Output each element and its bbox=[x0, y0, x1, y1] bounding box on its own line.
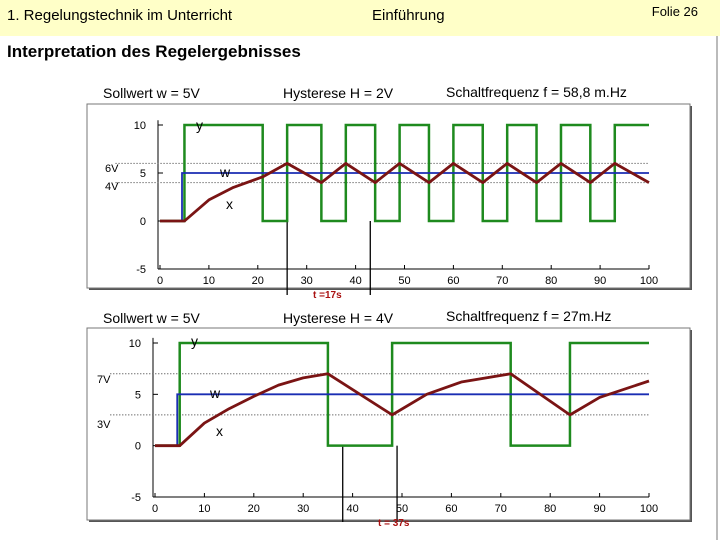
series-y-label: y bbox=[196, 117, 203, 133]
frequency-label-2: Schaltfrequenz f = 27m.Hz bbox=[446, 308, 612, 324]
x-tick-label: 50 bbox=[398, 275, 410, 287]
y-tick-label: -5 bbox=[131, 492, 141, 504]
slide-number: Folie 26 bbox=[651, 4, 698, 19]
x-tick-label: 60 bbox=[445, 503, 457, 515]
x-tick-label: 20 bbox=[248, 503, 260, 515]
period-label: t =17s bbox=[313, 290, 342, 301]
frequency-label-1: Schaltfrequenz f = 58,8 m.Hz bbox=[446, 84, 627, 100]
series-x-label: x bbox=[216, 423, 223, 439]
x-tick-label: 0 bbox=[152, 503, 158, 515]
chart-frame bbox=[86, 327, 691, 521]
x-tick-label: 40 bbox=[349, 275, 361, 287]
band-upper-label: 7V bbox=[97, 374, 111, 386]
x-tick-label: 70 bbox=[495, 503, 507, 515]
y-tick-label: 0 bbox=[140, 216, 146, 228]
x-tick-label: 90 bbox=[594, 275, 606, 287]
slide-header: 1. Regelungstechnik im Unterricht Einfüh… bbox=[0, 0, 720, 36]
x-tick-label: 100 bbox=[640, 275, 658, 287]
period-label: t = 37s bbox=[378, 518, 410, 529]
course-title: 1. Regelungstechnik im Unterricht bbox=[7, 7, 233, 24]
x-tick-label: 20 bbox=[252, 275, 264, 287]
section-title: Einführung bbox=[372, 7, 445, 24]
y-tick-label: 0 bbox=[135, 441, 141, 453]
setpoint-label-1: Sollwert w = 5V bbox=[103, 85, 200, 101]
x-tick-label: 30 bbox=[297, 503, 309, 515]
hysteresis-label-2: Hysterese H = 4V bbox=[283, 310, 394, 326]
x-tick-label: 40 bbox=[346, 503, 358, 515]
y-tick-label: 5 bbox=[140, 168, 146, 180]
band-lower-label: 3V bbox=[97, 419, 111, 431]
y-tick-label: -5 bbox=[136, 264, 146, 276]
series-x-line bbox=[155, 372, 650, 448]
x-tick-label: 80 bbox=[544, 503, 556, 515]
x-tick-label: 30 bbox=[301, 275, 313, 287]
x-tick-label: 90 bbox=[593, 503, 605, 515]
y-tick-label: 5 bbox=[135, 389, 141, 401]
series-x-line bbox=[160, 162, 650, 223]
y-tick-label: 10 bbox=[129, 338, 141, 350]
series-w-label: w bbox=[219, 164, 231, 180]
series-y-label: y bbox=[191, 333, 198, 349]
series-x-label: x bbox=[226, 196, 233, 212]
band-lower-label: 4V bbox=[105, 181, 119, 193]
divider bbox=[716, 36, 718, 540]
x-tick-label: 60 bbox=[447, 275, 459, 287]
x-tick-label: 10 bbox=[203, 275, 215, 287]
y-tick-label: 10 bbox=[134, 120, 146, 132]
hysteresis-label-1: Hysterese H = 2V bbox=[283, 85, 394, 101]
x-tick-label: 0 bbox=[157, 275, 163, 287]
setpoint-label-2: Sollwert w = 5V bbox=[103, 310, 200, 326]
x-tick-label: 80 bbox=[545, 275, 557, 287]
series-w-label: w bbox=[209, 385, 221, 401]
page-title: Interpretation des Regelergebnisses bbox=[7, 42, 301, 61]
band-upper-label: 6V bbox=[105, 163, 119, 175]
x-tick-label: 10 bbox=[198, 503, 210, 515]
x-tick-label: 50 bbox=[396, 503, 408, 515]
x-tick-label: 100 bbox=[640, 503, 658, 515]
x-tick-label: 70 bbox=[496, 275, 508, 287]
